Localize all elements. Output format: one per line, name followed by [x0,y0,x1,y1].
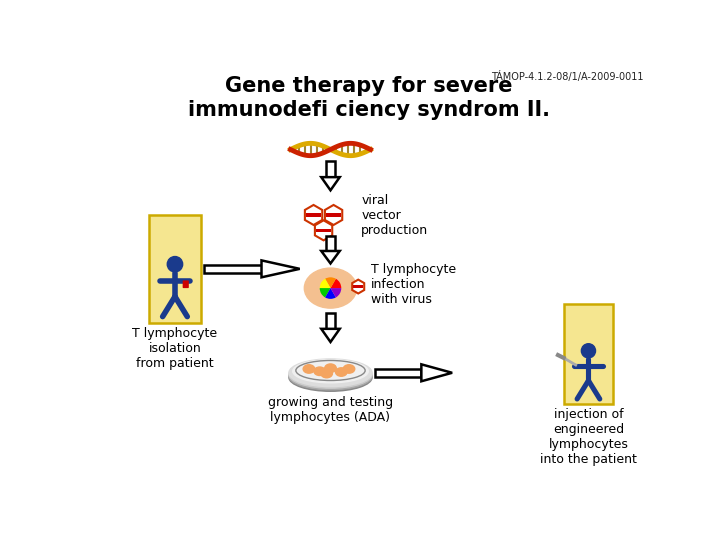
Text: growing and testing
lymphocytes (ADA): growing and testing lymphocytes (ADA) [268,396,393,424]
Ellipse shape [305,268,356,308]
Polygon shape [421,364,452,381]
Circle shape [581,344,595,358]
Polygon shape [352,280,364,294]
Polygon shape [375,369,421,377]
Polygon shape [316,228,331,232]
Ellipse shape [289,362,372,390]
Wedge shape [330,288,341,298]
Polygon shape [321,251,340,264]
Polygon shape [315,220,332,240]
Ellipse shape [293,360,368,383]
Polygon shape [261,260,300,278]
Wedge shape [325,278,336,288]
Text: T lymphocyte
isolation
from patient: T lymphocyte isolation from patient [132,327,217,370]
Polygon shape [321,329,340,342]
Wedge shape [330,279,341,288]
Polygon shape [326,313,335,329]
Wedge shape [320,288,330,298]
Ellipse shape [289,363,372,392]
Ellipse shape [343,364,355,373]
Text: viral
vector
production: viral vector production [361,194,428,237]
Polygon shape [353,285,364,288]
FancyBboxPatch shape [149,215,201,323]
Text: TÁMOP-4.1.2-08/1/A-2009-0011: TÁMOP-4.1.2-08/1/A-2009-0011 [490,71,643,82]
FancyBboxPatch shape [183,280,189,288]
FancyBboxPatch shape [564,303,613,403]
Polygon shape [326,236,335,251]
Ellipse shape [325,364,336,373]
Ellipse shape [289,359,372,387]
Polygon shape [321,177,340,190]
Polygon shape [204,265,261,273]
Ellipse shape [336,368,347,376]
Polygon shape [326,213,341,217]
Ellipse shape [314,367,325,375]
Wedge shape [325,288,336,299]
Polygon shape [306,213,321,217]
Text: Gene therapy for severe
immunodefi ciency syndrom II.: Gene therapy for severe immunodefi cienc… [188,76,550,119]
Circle shape [167,256,183,272]
Text: injection of
engineered
lymphocytes
into the patient: injection of engineered lymphocytes into… [540,408,637,466]
Polygon shape [326,161,335,177]
Polygon shape [325,205,342,225]
Polygon shape [305,205,323,225]
Text: T lymphocyte
infection
with virus: T lymphocyte infection with virus [371,263,456,306]
Wedge shape [320,279,330,288]
Ellipse shape [321,369,333,378]
Ellipse shape [303,364,315,373]
Ellipse shape [289,361,372,388]
